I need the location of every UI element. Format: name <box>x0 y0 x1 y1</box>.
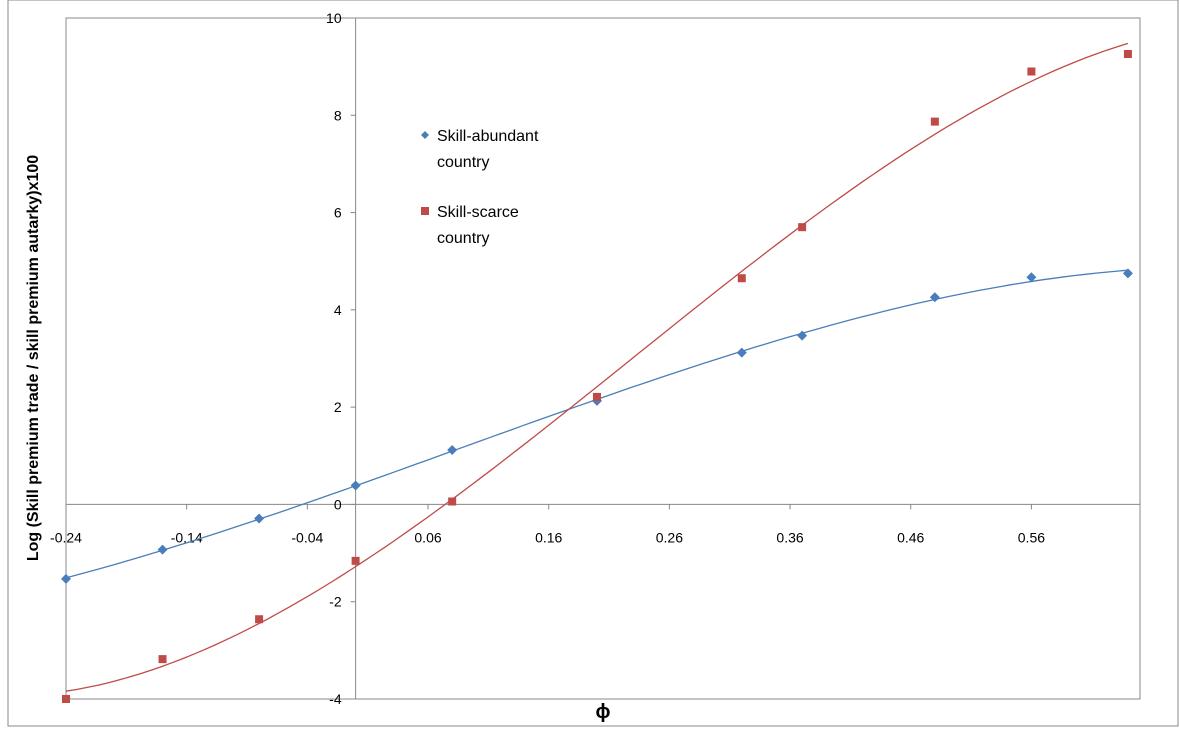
x-tick-label: -0.24 <box>50 529 82 545</box>
data-point <box>737 274 746 283</box>
x-tick-label: 0.16 <box>535 529 562 545</box>
legend-entry: Skill-scarce country <box>421 204 519 247</box>
chart-border <box>7 0 1179 727</box>
data-point <box>351 556 360 565</box>
data-point <box>930 117 939 126</box>
legend-entry: Skill-abundant country <box>421 128 539 171</box>
data-point <box>157 544 168 555</box>
x-tick-label: 0.56 <box>1018 529 1045 545</box>
legend-label: Skill-abundant country <box>437 128 539 171</box>
y-tick-label: 6 <box>334 205 342 221</box>
legend-line: country <box>437 230 489 247</box>
data-point <box>254 513 265 524</box>
data-point <box>1026 272 1037 283</box>
plot-border <box>65 17 1141 700</box>
data-point <box>1123 49 1132 58</box>
legend-label: Skill-scarce country <box>437 204 519 247</box>
data-point <box>797 330 808 341</box>
legend-line: country <box>437 154 489 171</box>
x-tick-label: 0.36 <box>776 529 803 545</box>
data-point <box>350 480 361 491</box>
legend-line: Skill-abundant <box>437 128 539 145</box>
x-tick-label: 0.06 <box>414 529 441 545</box>
x-tick-label: -0.14 <box>171 529 203 545</box>
data-point <box>736 347 747 358</box>
x-tick-label: -0.04 <box>291 529 323 545</box>
data-point <box>798 223 807 232</box>
legend-marker <box>421 131 429 139</box>
legend-line: Skill-scarce <box>437 204 519 221</box>
data-point <box>1122 268 1133 279</box>
y-tick-label: -4 <box>329 691 342 707</box>
data-point <box>929 292 940 303</box>
legend-marker <box>421 207 429 215</box>
y-tick-label: 4 <box>334 302 342 318</box>
data-point <box>1027 67 1036 76</box>
y-tick-label: 2 <box>334 399 342 415</box>
y-axis-label: Log (Skill premium trade / skill premium… <box>25 155 42 561</box>
x-tick-label: 0.46 <box>897 529 924 545</box>
y-tick-label: -2 <box>329 594 342 610</box>
data-point <box>448 497 457 506</box>
data-point <box>62 695 70 703</box>
x-axis-label: ϕ <box>596 701 611 723</box>
y-tick-label: 8 <box>334 107 342 123</box>
data-point <box>158 655 167 664</box>
y-tick-label: 0 <box>334 496 342 512</box>
data-point <box>592 392 601 401</box>
data-point <box>61 573 71 584</box>
trendline <box>65 42 1129 692</box>
y-tick-label: 10 <box>326 10 342 26</box>
data-point <box>255 615 264 624</box>
x-tick-label: 0.26 <box>656 529 683 545</box>
data-point <box>447 444 458 455</box>
